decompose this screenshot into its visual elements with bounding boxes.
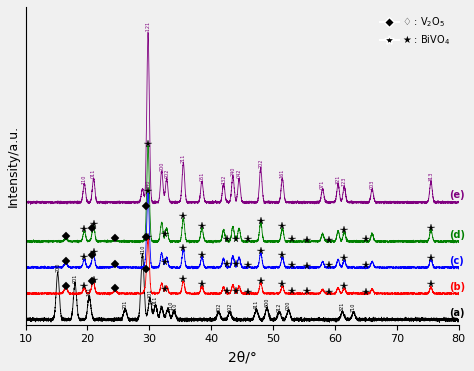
Text: 201: 201 — [123, 299, 128, 309]
Text: 123: 123 — [342, 177, 347, 186]
Text: 110: 110 — [82, 174, 87, 184]
Text: 003: 003 — [370, 180, 374, 189]
Text: 012: 012 — [277, 302, 282, 312]
Text: 202: 202 — [258, 158, 263, 168]
Text: (e): (e) — [449, 190, 465, 200]
Text: 110: 110 — [168, 301, 173, 310]
Text: 011: 011 — [91, 169, 96, 178]
Y-axis label: Intensity/a.u.: Intensity/a.u. — [7, 125, 20, 207]
Text: 101: 101 — [87, 286, 92, 296]
Text: 301: 301 — [147, 289, 153, 298]
Text: 200: 200 — [55, 263, 60, 272]
Text: 310: 310 — [173, 302, 178, 312]
X-axis label: 2θ/°: 2θ/° — [228, 350, 256, 364]
Text: 200: 200 — [159, 161, 164, 171]
Text: 321: 321 — [340, 302, 345, 311]
Text: 002: 002 — [164, 169, 169, 178]
Text: 040: 040 — [146, 180, 151, 189]
Text: 001: 001 — [73, 273, 78, 283]
Text: 313: 313 — [428, 172, 433, 181]
Text: 710: 710 — [351, 302, 356, 312]
Text: 132: 132 — [221, 174, 226, 184]
Text: (c): (c) — [449, 256, 464, 266]
Text: 161: 161 — [280, 169, 285, 178]
Text: 240: 240 — [230, 166, 236, 176]
Text: 600: 600 — [264, 298, 269, 307]
Text: (b): (b) — [449, 282, 465, 292]
Legend: $\diamondsuit$ : V$_2$O$_5$, $\bigstar$ : BiVO$_4$: $\diamondsuit$ : V$_2$O$_5$, $\bigstar$ … — [376, 12, 454, 51]
Text: -121: -121 — [146, 22, 151, 33]
Text: 102: 102 — [227, 302, 232, 312]
Text: 321: 321 — [336, 174, 341, 184]
Text: 051: 051 — [200, 172, 204, 181]
Text: 211: 211 — [181, 153, 186, 163]
Text: 071: 071 — [320, 180, 325, 189]
Text: (d): (d) — [449, 230, 465, 240]
Text: 011: 011 — [153, 295, 158, 305]
Text: 110: 110 — [140, 244, 145, 254]
Text: (a): (a) — [449, 308, 465, 318]
Text: 020: 020 — [286, 301, 291, 310]
Text: 042: 042 — [237, 169, 242, 178]
Text: 002: 002 — [216, 302, 221, 312]
Text: 411: 411 — [254, 300, 259, 309]
